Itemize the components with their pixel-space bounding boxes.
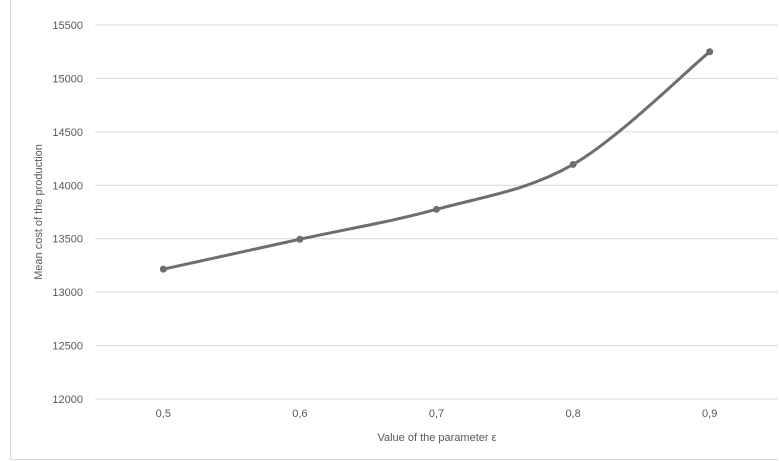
y-tick-label: 13000: [52, 287, 83, 299]
y-tick-labels: 12000 12500 13000 13500 14000 14500 15000 15500: [52, 20, 83, 406]
y-axis-title: Mean cost of the production: [33, 144, 45, 280]
data-point: [296, 235, 304, 243]
y-tick-label: 12500: [52, 341, 83, 353]
x-tick-label: 0,5: [156, 408, 171, 420]
x-tick-label: 0,7: [429, 408, 444, 420]
data-point: [706, 48, 714, 56]
x-tick-label: 0,9: [702, 408, 717, 420]
data-point: [159, 265, 167, 273]
gridlines: [95, 24, 778, 400]
x-tick-label: 0,8: [565, 408, 580, 420]
data-point: [569, 160, 577, 168]
series-line: [161, 50, 712, 271]
data-point: [433, 205, 440, 213]
y-tick-label: 15000: [52, 73, 83, 85]
y-tick-label: 14000: [52, 180, 83, 192]
y-tick-label: 15500: [52, 20, 83, 32]
y-tick-label: 12000: [52, 394, 83, 406]
chart-frame: [10, 0, 778, 460]
x-tick-label: 0,6: [292, 408, 307, 420]
x-axis-title: Value of the parameter ε: [377, 432, 496, 444]
x-tick-labels: 0,5 0,6 0,7 0,8 0,9: [156, 408, 718, 420]
y-tick-label: 14500: [52, 127, 83, 139]
data-points: [159, 48, 714, 273]
y-tick-label: 13500: [52, 234, 83, 246]
